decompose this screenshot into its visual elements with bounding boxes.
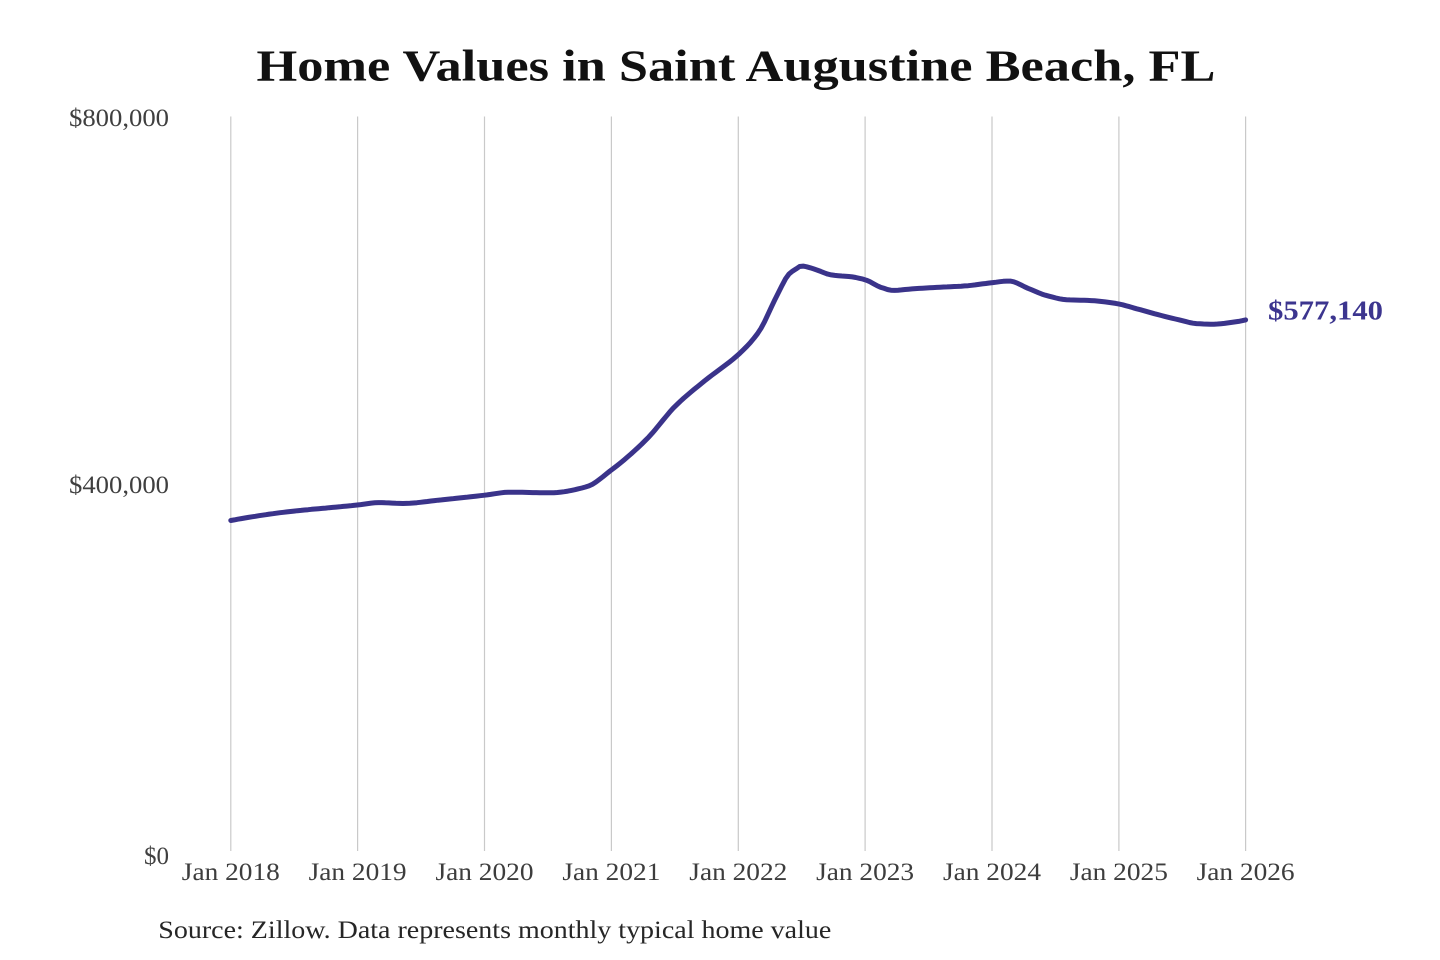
svg-text:$800,000: $800,000 [69,105,169,132]
svg-text:Jan 2019: Jan 2019 [309,859,407,886]
svg-text:Jan 2024: Jan 2024 [943,859,1042,886]
svg-text:Jan 2025: Jan 2025 [1070,859,1168,886]
svg-text:Source: Zillow. Data represent: Source: Zillow. Data represents monthly … [158,917,831,944]
svg-text:Jan 2021: Jan 2021 [562,859,660,886]
svg-text:$0: $0 [144,843,169,870]
svg-text:$577,140: $577,140 [1268,296,1383,326]
svg-text:Jan 2023: Jan 2023 [816,859,914,886]
svg-text:Jan 2018: Jan 2018 [182,859,280,886]
svg-text:Home Values in Saint Augustine: Home Values in Saint Augustine Beach, FL [257,42,1216,91]
svg-text:$400,000: $400,000 [69,472,169,499]
svg-text:Jan 2022: Jan 2022 [689,859,787,886]
svg-text:Jan 2020: Jan 2020 [436,859,534,886]
svg-text:Jan 2026: Jan 2026 [1197,859,1295,886]
